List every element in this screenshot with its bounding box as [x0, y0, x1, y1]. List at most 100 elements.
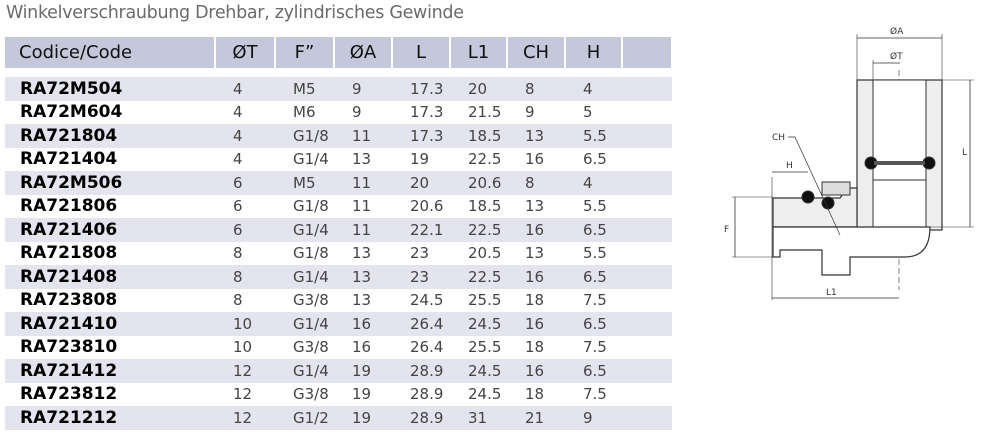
- table-cell: 23: [410, 244, 430, 263]
- product-code: RA723808: [20, 290, 118, 311]
- table-cell: M5: [275, 77, 334, 101]
- table-row: RA721212 12 G1/2 19 28.9 31 21 9: [5, 406, 672, 430]
- table-row: RA721406 6 G1/4 11 22.1 22.5 16 6.5: [5, 218, 672, 242]
- table-cell: M6: [293, 103, 316, 122]
- product-code: RA723810: [20, 337, 118, 358]
- table-cell-empty: [622, 406, 672, 430]
- table-cell: 6: [215, 171, 275, 195]
- column-header: H: [565, 37, 623, 68]
- table-cell: 13: [525, 197, 545, 216]
- table-cell: 5: [583, 103, 593, 122]
- table-cell: 5.5: [565, 124, 622, 148]
- column-header-empty: [622, 37, 673, 68]
- product-code: RA721212: [5, 406, 215, 430]
- table-cell: 19: [334, 359, 392, 383]
- table-cell-empty: [622, 124, 672, 148]
- table-cell: 7.5: [583, 338, 607, 357]
- table-cell: 6.5: [565, 265, 622, 289]
- table-cell: 6: [233, 197, 243, 216]
- product-code: RA723812: [20, 384, 118, 405]
- table-cell: 6.5: [565, 312, 622, 336]
- table-cell-empty: [622, 148, 672, 172]
- table-row: RA721806 6 G1/8 11 20.6 18.5 13 5.5: [5, 195, 672, 219]
- product-code: RA72M506: [5, 171, 215, 195]
- table-cell: 5.5: [583, 244, 607, 263]
- product-code: RA721408: [5, 265, 215, 289]
- product-code: RA721808: [20, 243, 118, 264]
- table-cell: 28.9: [410, 385, 444, 404]
- table-cell: 11: [334, 171, 392, 195]
- table-cell: 24.5: [410, 291, 444, 310]
- table-cell: 19: [352, 385, 372, 404]
- table-cell: M5: [275, 171, 334, 195]
- table-cell: 4: [233, 150, 243, 169]
- table-cell: G3/8: [293, 385, 329, 404]
- table-cell: 7.5: [583, 291, 607, 310]
- table-cell: 13: [334, 265, 392, 289]
- table-cell: 10: [215, 312, 275, 336]
- table-cell: 23: [392, 265, 450, 289]
- table-cell: 6.5: [565, 359, 622, 383]
- table-row: RA72M506 6 M5 11 20 20.6 8 4: [5, 171, 672, 195]
- table-cell: 11: [352, 197, 372, 216]
- label-ot: ØT: [890, 51, 903, 62]
- table-cell: G1/4: [275, 359, 334, 383]
- table-cell: 4: [565, 171, 622, 195]
- table-cell: 16: [507, 359, 565, 383]
- table-cell: G1/4: [275, 218, 334, 242]
- table-cell: 19: [410, 150, 430, 169]
- table-cell: 18: [525, 385, 545, 404]
- table-cell: 28.9: [392, 359, 450, 383]
- table-cell: 31: [450, 406, 507, 430]
- table-cell: 6: [215, 218, 275, 242]
- product-code: RA72M504: [5, 77, 215, 101]
- label-h: H: [786, 161, 793, 171]
- table-cell: 12: [233, 385, 253, 404]
- column-header: ØA: [334, 37, 393, 68]
- table-row: RA72M604 4 M6 9 17.3 21.5 9 5: [5, 101, 672, 125]
- table-cell: 8: [507, 171, 565, 195]
- table-cell: 16: [334, 312, 392, 336]
- label-l: L: [962, 148, 967, 158]
- table-cell: 9: [525, 103, 535, 122]
- table-cell: 7.5: [583, 385, 607, 404]
- label-f: F: [724, 225, 729, 235]
- table-cell: 17.3: [392, 77, 450, 101]
- table-cell: 18.5: [468, 197, 502, 216]
- table-cell: 10: [233, 338, 253, 357]
- table-cell: 20: [392, 171, 450, 195]
- product-code: RA721404: [20, 149, 118, 170]
- table-cell: G1/4: [275, 312, 334, 336]
- table-cell: 21.5: [468, 103, 502, 122]
- table-cell: 13: [352, 244, 372, 263]
- table-cell-empty: [622, 383, 672, 407]
- table-cell: 20.6: [450, 171, 507, 195]
- table-cell: G1/8: [293, 244, 329, 263]
- table-cell-empty: [622, 195, 672, 219]
- table-cell: 16: [507, 312, 565, 336]
- table-row: RA721408 8 G1/4 13 23 22.5 16 6.5: [5, 265, 672, 289]
- table-cell: 13: [507, 124, 565, 148]
- table-row: RA723810 10 G3/8 16 26.4 25.5 18 7.5: [5, 336, 672, 360]
- table-cell: 4: [565, 77, 622, 101]
- column-header: L: [392, 37, 451, 68]
- table-cell-empty: [622, 289, 672, 313]
- table-cell: 16: [525, 150, 545, 169]
- table-cell: 16: [352, 338, 372, 357]
- table-cell: 13: [352, 150, 372, 169]
- column-header: L1: [450, 37, 508, 68]
- table-row: RA72M504 4 M5 9 17.3 20 8 4: [5, 77, 672, 101]
- table-row: RA723812 12 G3/8 19 28.9 24.5 18 7.5: [5, 383, 672, 407]
- table-cell: 8: [233, 291, 243, 310]
- table-cell: 5.5: [583, 197, 607, 216]
- label-oa: ØA: [890, 26, 904, 37]
- table-row: RA723808 8 G3/8 13 24.5 25.5 18 7.5: [5, 289, 672, 313]
- table-cell: 20.5: [468, 244, 502, 263]
- table-row: RA721410 10 G1/4 16 26.4 24.5 16 6.5: [5, 312, 672, 336]
- table-cell: G3/8: [293, 291, 329, 310]
- table-cell: 4: [233, 103, 243, 122]
- table-cell: 20: [450, 77, 507, 101]
- table-cell: 21: [507, 406, 565, 430]
- table-cell-empty: [622, 171, 672, 195]
- table-row: RA721804 4 G1/8 11 17.3 18.5 13 5.5: [5, 124, 672, 148]
